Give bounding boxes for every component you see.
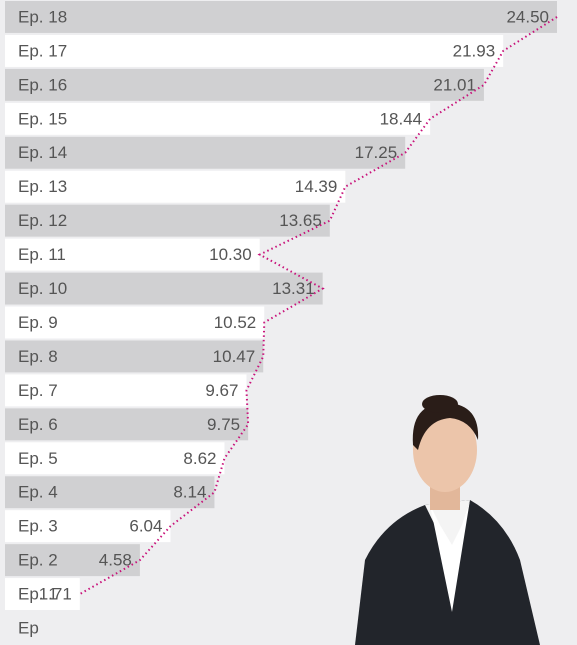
chart: 24.50 Ep. 18 21.93 Ep. 17 21.01 Ep. 16 18.44 Ep… [0, 0, 577, 645]
value-label: 9.75 [207, 415, 240, 434]
category-label: Ep. 3 [18, 517, 58, 536]
category-label: Ep. 16 [18, 75, 67, 94]
value-label: 10.47 [213, 347, 256, 366]
bar [5, 35, 503, 67]
category-label: Ep. 13 [18, 177, 67, 196]
value-label: 8.14 [173, 483, 206, 502]
bar [5, 103, 430, 135]
category-label: Ep. 8 [18, 347, 58, 366]
category-label: Ep [18, 619, 39, 638]
value-label: 24.50 [506, 7, 549, 26]
category-label: Ep. 9 [18, 313, 58, 332]
value-label: 6.04 [129, 517, 162, 536]
category-label: Ep. 1 [18, 585, 58, 604]
category-label: Ep. 14 [18, 143, 67, 162]
category-label: Ep. 18 [18, 7, 67, 26]
value-label: 13.31 [272, 279, 315, 298]
value-label: 4.58 [99, 551, 132, 570]
category-label: Ep. 7 [18, 381, 58, 400]
category-label: Ep. 17 [18, 41, 67, 60]
value-label: 8.62 [183, 449, 216, 468]
category-label: Ep. 2 [18, 551, 58, 570]
value-label: 18.44 [380, 109, 423, 128]
category-label: Ep. 11 [18, 245, 66, 264]
category-label: Ep. 4 [18, 483, 58, 502]
value-label: 17.25 [355, 143, 398, 162]
value-label: 13.65 [279, 211, 322, 230]
category-label: Ep. 6 [18, 415, 58, 434]
value-label: 14.39 [295, 177, 338, 196]
value-label: 21.01 [433, 75, 476, 94]
value-label: 10.30 [209, 245, 252, 264]
value-label: 10.52 [214, 313, 257, 332]
bar [5, 69, 484, 101]
bar [5, 1, 557, 33]
category-label: Ep. 5 [18, 449, 58, 468]
category-label: Ep. 15 [18, 109, 67, 128]
category-label: Ep. 12 [18, 211, 67, 230]
value-label: 9.67 [205, 381, 238, 400]
value-label: 21.93 [453, 41, 496, 60]
category-label: Ep. 10 [18, 279, 67, 298]
